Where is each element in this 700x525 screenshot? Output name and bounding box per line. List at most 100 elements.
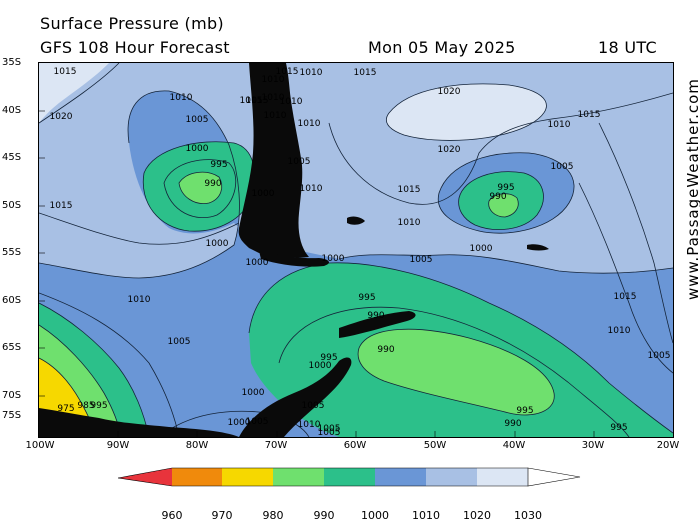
isobar-label: 1000 [252,189,275,199]
legend-tick: 980 [262,509,284,522]
isobar-label: 1015 [614,292,637,302]
isobar-label: 1000 [228,418,251,428]
forecast-date: Mon 05 May 2025 [368,38,516,57]
isobar-label: 990 [204,179,221,189]
lon-label: 20W [656,440,680,451]
legend-tick: 1010 [412,509,440,522]
lon-label: 50W [423,440,447,451]
lon-label: 60W [343,440,367,451]
map-title: Surface Pressure (mb) [40,14,224,33]
isobar-label: 1015 [240,96,263,106]
antarctic-peninsula [239,357,352,437]
pressure-map[interactable]: 1015 1010 1015 1010 1010 1015 1010 1010 … [38,62,674,438]
isobar-label: 1000 [246,258,269,268]
lat-label: 40S [2,105,22,116]
legend-swatch [324,468,375,486]
fill-980-990-west-low [179,172,222,204]
legend-tick: 970 [211,509,233,522]
land-masses [39,63,549,437]
isobar-label: 1015 [246,96,269,106]
graticule [39,110,595,437]
isobar-label: 995 [610,423,627,433]
isobar-label: 1010 [548,120,571,130]
isobar-label: 1005 [302,401,325,411]
south-georgia [527,244,549,251]
isobar-label: 995 [90,401,107,411]
legend-swatch [172,468,222,486]
lat-label: 35S [2,57,22,68]
lat-label: 65S [2,342,22,353]
isobar-label: 1005 [246,417,269,427]
legend-tick: 960 [161,509,183,522]
isobar-label: 990 [489,192,506,202]
isobar-label: 1010 [300,68,323,78]
isobar-label-layer: 1015 1010 1015 1010 1010 1015 1010 1010 … [50,67,671,437]
isobar-label: 1010 [300,184,323,194]
forecast-time: 18 UTC [598,38,657,57]
isobar-label: 1010 [170,93,193,103]
isobar-label: 1010 [398,218,421,228]
isobar-label: 1015 [578,110,601,120]
lon-label: 30W [581,440,605,451]
fill-1020-1030-high [386,83,547,141]
isobar-label: 1010 [298,119,321,129]
forecast-model: GFS 108 Hour Forecast [40,38,230,57]
isobar-label: 995 [210,160,227,170]
isobar-label: 1000 [470,244,493,254]
isobar-label: 1020 [50,112,73,122]
isobar-label: 1010 [298,420,321,430]
isobar-label: 995 [516,406,533,416]
legend-swatch [527,467,581,487]
isobar-label: 1005 [410,255,433,265]
lon-label: 70W [264,440,288,451]
isobar-label: 1000 [242,388,265,398]
isobar-label: 1010 [608,326,631,336]
antarctica-coast [39,408,239,437]
isobar-label: 1000 [186,144,209,154]
isobar-label: 990 [504,419,521,429]
isobar-label: 1010 [128,295,151,305]
lat-label: 50S [2,200,22,211]
isobar-label: 1010 [280,97,303,107]
isobar-label: 995 [497,183,514,193]
lon-label: 100W [25,440,55,451]
legend-colorbar [117,467,581,487]
tierra-del-fuego [259,251,330,267]
isobar-label: 1000 [322,254,345,264]
south-america-coast [238,63,309,258]
legend-swatch [375,468,426,486]
legend-swatch [273,468,324,486]
lon-label: 90W [106,440,130,451]
isobar-label: 990 [377,345,394,355]
isobar-label: 990 [367,311,384,321]
isobar-label: 1005 [186,115,209,125]
isobar-label: 995 [358,293,375,303]
lon-label: 40W [502,440,526,451]
lat-label: 70S [2,390,22,401]
fill-1020-1030-northwest [39,63,109,123]
fill-980-990-east-low [488,193,519,217]
lat-label: 60S [2,295,22,306]
isobar-label: 995 [320,353,337,363]
isobar-label: 1020 [438,87,461,97]
legend-tick: 990 [313,509,335,522]
isobar-label: 975 [57,404,74,414]
isobar-label: 1015 [276,67,299,77]
isobar-label: 1005 [288,157,311,167]
isobar-label: 1005 [318,424,341,434]
site-credit: www.PassageWeather.com [684,78,700,300]
isobar-label: 1010 [264,111,287,121]
isobar-label: 1000 [206,239,229,249]
isobar-label: 1010 [262,93,285,103]
isobar-label: 1010 [262,75,285,85]
lon-label: 80W [185,440,209,451]
isobar-label: 1015 [354,68,377,78]
lat-label: 75S [2,410,22,421]
lat-label: 55S [2,247,22,258]
falkland-islands [347,216,365,225]
isobar-label: 1005 [318,428,341,437]
lat-label: 45S [2,152,22,163]
legend-swatch [222,468,273,486]
south-shetland-islands [339,311,416,338]
isobar-label: 1015 [54,67,77,77]
